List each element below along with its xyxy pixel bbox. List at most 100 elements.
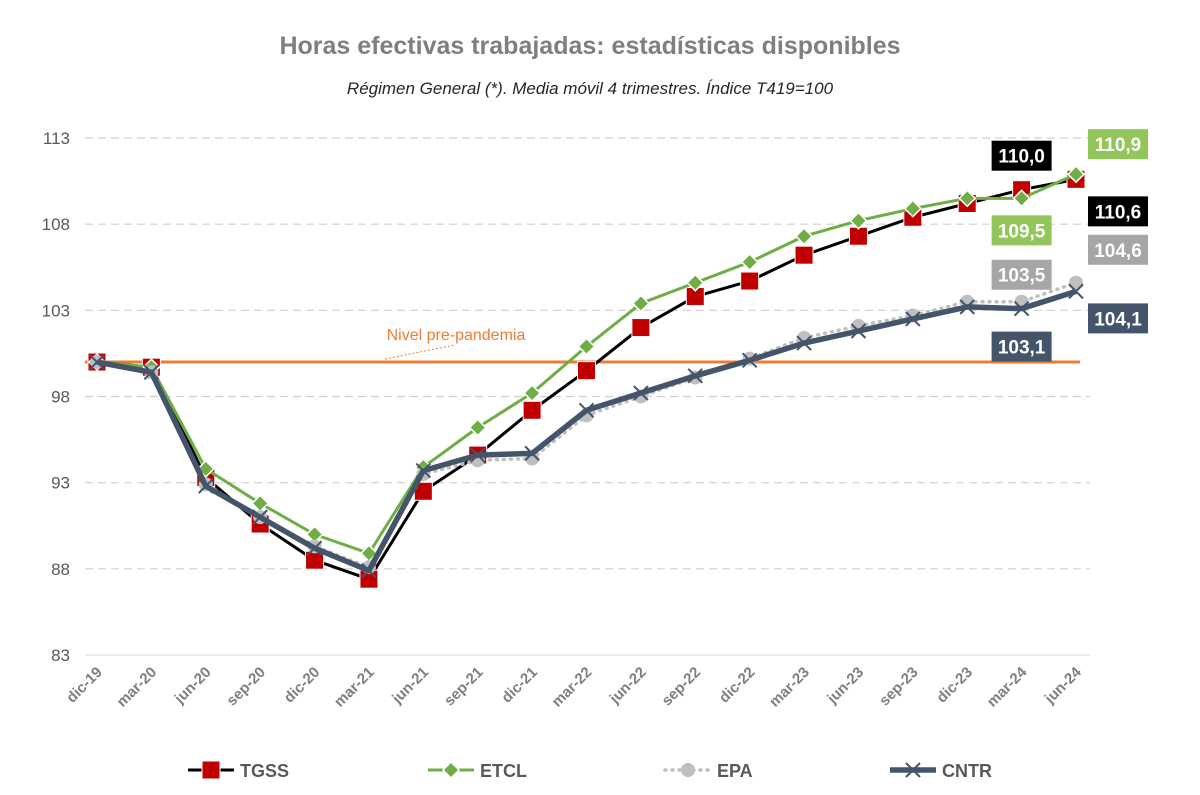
x-tick-label: jun-23 [823, 664, 867, 708]
series-line-cntr [96, 288, 1077, 574]
y-tick-label: 98 [51, 388, 70, 407]
legend-label: TGSS [240, 761, 289, 781]
data-point-cntr [89, 354, 105, 370]
data-point-cntr [198, 478, 214, 494]
x-tick-label: jun-24 [1041, 663, 1085, 707]
data-label-cntr: 104,1 [1094, 309, 1142, 330]
x-tick-label: dic-19 [63, 664, 106, 707]
data-point-cntr [524, 445, 540, 462]
data-point-cntr [361, 562, 377, 579]
legend-marker [441, 760, 461, 780]
series-cntr [89, 283, 1084, 579]
data-point-etcl [794, 227, 814, 246]
data-label-tgss: 110,6 [1095, 202, 1142, 223]
legend-item-etcl: ETCL [428, 760, 527, 781]
x-tick-label: mar-22 [549, 664, 596, 711]
x-tick-label: dic-22 [716, 664, 759, 707]
y-tick-label: 83 [51, 646, 70, 665]
data-label-etcl: 109,5 [998, 221, 1046, 242]
data-label-tgss: 110,0 [998, 147, 1045, 168]
data-label-bg [1088, 234, 1148, 265]
data-point-epa [1069, 275, 1083, 290]
legend-item-tgss: TGSS [188, 760, 289, 781]
data-point-etcl [849, 211, 868, 230]
data-label-epa: 103,5 [998, 266, 1046, 287]
data-label-bg [991, 215, 1052, 246]
x-tick-label: sep-21 [441, 664, 487, 710]
x-tick-label: mar-24 [984, 663, 1031, 710]
data-point-cntr [470, 447, 486, 463]
data-point-etcl [523, 383, 542, 403]
data-point-tgss [740, 271, 760, 291]
x-tick-label: mar-21 [331, 664, 378, 711]
data-point-etcl [903, 199, 922, 218]
data-point-cntr [306, 540, 323, 556]
data-point-tgss [794, 245, 814, 265]
data-point-etcl [631, 294, 650, 313]
data-label-bg [1088, 129, 1148, 160]
data-point-cntr [959, 299, 975, 315]
legend-label: ETCL [480, 761, 527, 781]
y-tick-label: 108 [42, 215, 70, 234]
data-point-tgss [631, 318, 651, 338]
y-tick-label: 113 [43, 129, 70, 148]
data-point-cntr [850, 323, 867, 339]
data-point-cntr [633, 385, 649, 401]
x-tick-label: dic-20 [281, 664, 324, 707]
data-point-tgss [577, 361, 596, 381]
x-tick-label: mar-20 [113, 664, 160, 711]
reference-label: Nivel pre-pandemia [387, 327, 526, 344]
data-point-etcl [251, 494, 270, 513]
data-point-cntr [1068, 283, 1084, 300]
x-tick-label: sep-23 [876, 664, 922, 710]
data-label-bg [991, 140, 1052, 171]
x-tick-label: jun-20 [171, 664, 215, 708]
data-point-tgss [848, 226, 868, 246]
data-point-cntr [1013, 300, 1030, 317]
data-point-cntr [796, 335, 812, 351]
data-point-cntr [143, 364, 160, 381]
legend-label: EPA [717, 761, 753, 781]
x-tick-label: mar-23 [766, 664, 813, 711]
legend-marker [201, 760, 221, 780]
data-point-cntr [905, 311, 921, 327]
x-tick-label: dic-21 [498, 664, 541, 707]
legend-item-epa: EPA [663, 761, 753, 781]
data-point-cntr [687, 368, 703, 384]
data-point-etcl [740, 253, 759, 272]
chart-subtitle: Régimen General (*). Media móvil 4 trime… [347, 79, 834, 98]
chart-title: Horas efectivas trabajadas: estadísticas… [279, 32, 900, 60]
x-tick-label: dic-23 [933, 664, 976, 707]
data-point-tgss [522, 400, 542, 420]
x-tick-label: sep-20 [223, 664, 269, 710]
data-label-cntr: 103,1 [998, 338, 1046, 359]
series-tgss [87, 169, 1086, 589]
y-tick-label: 88 [51, 560, 70, 579]
data-point-etcl [958, 189, 977, 208]
data-label-bg [1088, 303, 1148, 334]
legend-marker [905, 762, 921, 778]
data-point-cntr [578, 402, 595, 418]
data-label-etcl: 110,9 [1095, 135, 1142, 156]
data-point-cntr [252, 509, 268, 525]
data-point-etcl [1012, 189, 1031, 208]
legend-item-cntr: CNTR [890, 761, 992, 781]
data-label-bg [991, 259, 1052, 290]
series-line-epa [95, 281, 1078, 569]
data-point-etcl [686, 273, 705, 292]
data-point-etcl [577, 337, 596, 356]
y-tick-label: 93 [51, 474, 70, 493]
data-label-bg [1088, 196, 1148, 227]
data-label-bg [991, 331, 1052, 362]
x-tick-label: jun-21 [388, 664, 432, 708]
y-tick-label: 103 [42, 301, 70, 320]
legend-label: CNTR [942, 761, 992, 781]
data-point-etcl [468, 418, 487, 437]
reference-leader [384, 344, 456, 360]
x-tick-label: sep-22 [658, 664, 704, 710]
data-point-cntr [741, 352, 758, 369]
x-tick-label: jun-22 [606, 664, 650, 708]
data-label-epa: 104,6 [1094, 241, 1142, 262]
